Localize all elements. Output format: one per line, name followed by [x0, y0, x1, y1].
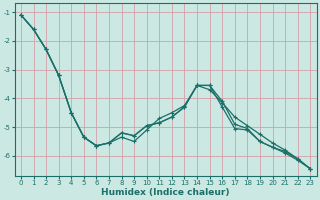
X-axis label: Humidex (Indice chaleur): Humidex (Indice chaleur)	[101, 188, 230, 197]
